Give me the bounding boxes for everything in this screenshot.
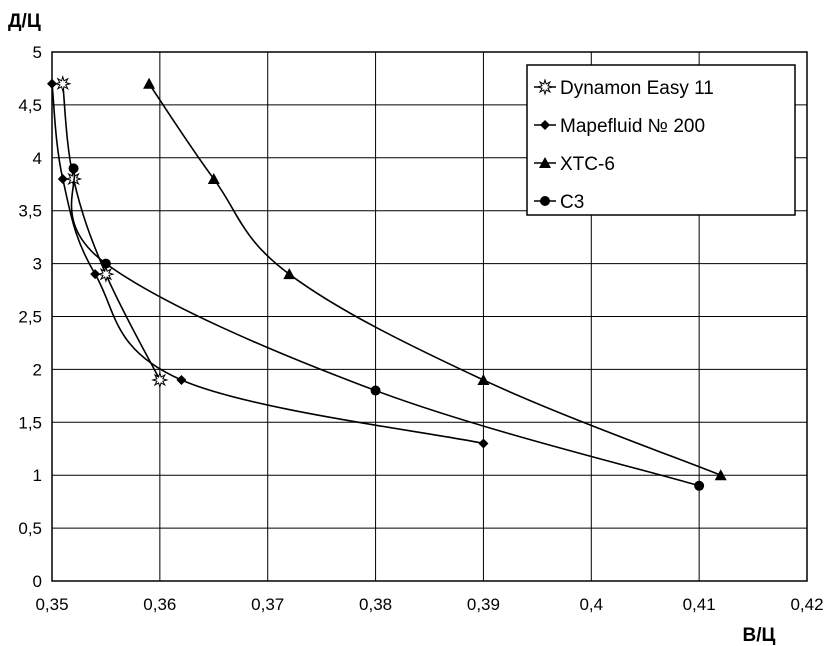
x-tick-label: 0,4 — [579, 595, 603, 614]
series-line — [148, 83, 722, 476]
data-point — [97, 265, 115, 283]
legend: Dynamon Easy 11 Mapefluid № 200 ХТС-6 С3 — [526, 64, 796, 216]
y-tick-label: 3 — [33, 255, 42, 274]
x-tick-label: 0,41 — [683, 595, 716, 614]
y-tick-labels: 0 0,5 1 1,5 2 2,5 3 3,5 4 4,5 5 — [18, 43, 42, 591]
data-point — [370, 385, 381, 396]
legend-marker — [539, 157, 551, 168]
x-axis-title: В/Ц — [743, 625, 776, 646]
y-tick-label: 4,5 — [18, 96, 42, 115]
y-tick-label: 2 — [33, 360, 42, 379]
y-axis-title: Д/Ц — [8, 11, 41, 32]
x-tick-label: 0,38 — [359, 595, 392, 614]
x-tick-label: 0,37 — [251, 595, 284, 614]
x-tick-labels: 0,35 0,36 0,37 0,38 0,39 0,4 0,41 0,42 — [35, 595, 823, 614]
series-line — [51, 83, 484, 445]
y-tick-label: 2,5 — [18, 308, 42, 327]
legend-label: Mapefluid № 200 — [560, 116, 705, 137]
legend-marker — [540, 120, 550, 130]
y-tick-label: 0,5 — [18, 519, 42, 538]
legend-marker — [540, 196, 550, 206]
series-2 — [143, 77, 727, 481]
y-tick-label: 4 — [33, 149, 42, 168]
legend-box — [526, 64, 796, 216]
data-point — [176, 374, 187, 385]
y-tick-label: 0 — [33, 572, 42, 591]
data-point — [68, 163, 79, 174]
data-point — [151, 371, 169, 389]
legend-marker — [536, 78, 554, 96]
data-point — [477, 373, 490, 385]
series-line — [61, 83, 161, 381]
y-tick-label: 1,5 — [18, 413, 42, 432]
data-point — [714, 469, 727, 481]
series-1 — [47, 78, 489, 449]
y-tick-label: 3,5 — [18, 202, 42, 221]
data-point — [54, 75, 72, 93]
data-point — [143, 77, 156, 89]
data-point — [100, 258, 111, 269]
x-tick-label: 0,42 — [790, 595, 823, 614]
data-point — [283, 268, 296, 280]
legend-label: Dynamon Easy 11 — [560, 78, 714, 99]
legend-label: ХТС-6 — [560, 154, 615, 175]
x-tick-label: 0,36 — [143, 595, 176, 614]
data-point — [694, 480, 705, 491]
series-group — [47, 75, 727, 491]
data-point — [207, 172, 220, 184]
x-tick-label: 0,39 — [467, 595, 500, 614]
data-point — [478, 438, 489, 449]
series-3 — [68, 163, 705, 491]
y-tick-label: 5 — [33, 43, 42, 62]
data-point — [57, 173, 68, 184]
grid — [52, 52, 807, 581]
legend-label: С3 — [560, 192, 584, 213]
x-tick-label: 0,35 — [35, 595, 68, 614]
series-line — [70, 168, 700, 487]
plot-border — [51, 51, 808, 582]
data-point — [90, 269, 101, 280]
y-tick-label: 1 — [33, 466, 42, 485]
